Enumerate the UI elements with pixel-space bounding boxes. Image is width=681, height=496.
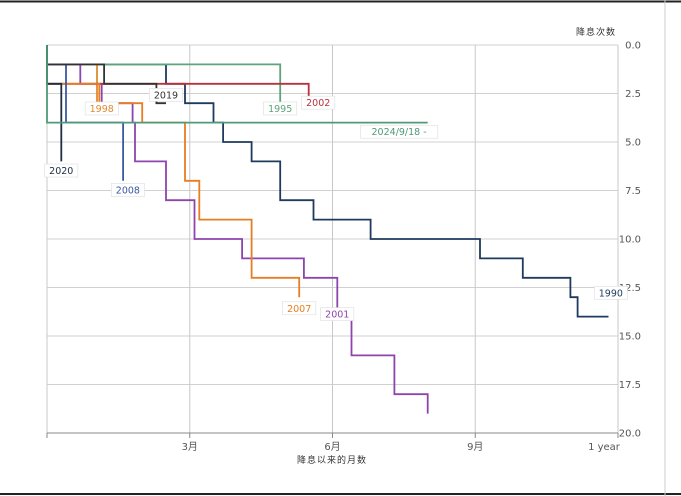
- y-tick-label: 17.5: [619, 380, 641, 391]
- series-label-2002: 2002: [306, 98, 330, 109]
- x-axis-title: 降息以来的月数: [297, 454, 367, 466]
- series-label-box: [282, 301, 317, 316]
- series-label-1990: 1990: [599, 288, 623, 299]
- series-label-box: [44, 163, 79, 178]
- series-label-1998: 1998: [90, 104, 114, 115]
- series-label-box: [360, 124, 439, 139]
- series-label-box: [110, 183, 145, 197]
- series-label-box: [593, 285, 628, 300]
- y-tick-label: 15.0: [619, 332, 641, 343]
- series-label-2019: 2019: [154, 90, 178, 101]
- y-tick-label: 12.5: [619, 283, 641, 294]
- y-tick-label: 0.0: [625, 41, 641, 52]
- series-line-2020: [46, 45, 63, 162]
- y-tick-label: 10.0: [619, 235, 641, 246]
- x-tick-label: 3月: [182, 441, 198, 453]
- series-line-1990: [46, 45, 609, 318]
- series-label-2008: 2008: [116, 185, 140, 196]
- x-tick-label: 1 year: [588, 442, 621, 453]
- series-line-1998: [46, 45, 107, 105]
- x-tick-label: 9月: [467, 441, 483, 453]
- series-label-box: [263, 101, 298, 116]
- y-tick-label: 20.0: [619, 429, 641, 440]
- series-label-box: [149, 88, 183, 102]
- series-label-box: [320, 307, 355, 321]
- series-line-2019: [46, 45, 166, 105]
- series-line-2007: [46, 45, 301, 298]
- series-label-2007: 2007: [287, 304, 311, 315]
- y-tick-label: 7.5: [625, 186, 641, 197]
- y-axis-title: 降息次数: [576, 26, 616, 38]
- y-tick-label: 5.0: [625, 138, 641, 149]
- series-label-2001: 2001: [325, 310, 349, 321]
- series-label-2020: 2020: [49, 166, 73, 177]
- series-line-2024918: [46, 45, 428, 124]
- series-line-2001: [46, 45, 429, 414]
- series-label-box: [84, 101, 119, 116]
- series-label-2024918: 2024/9/18 -: [372, 127, 427, 138]
- y-tick-label: 2.5: [625, 89, 641, 100]
- series-label-box: [301, 95, 336, 110]
- series-label-1995: 1995: [268, 104, 292, 115]
- x-tick-label: 6月: [324, 441, 340, 453]
